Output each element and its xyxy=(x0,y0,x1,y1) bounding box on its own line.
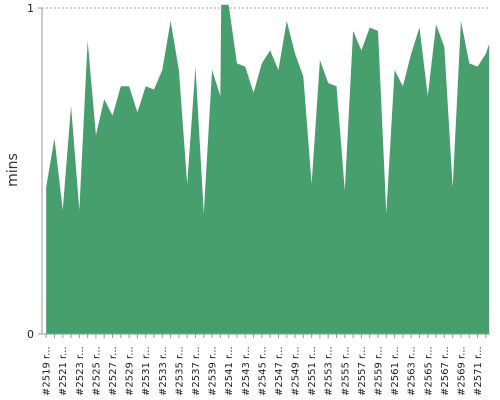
data-point xyxy=(252,92,254,94)
data-point xyxy=(302,75,304,77)
data-point xyxy=(62,209,64,211)
data-point xyxy=(219,95,221,97)
x-tick-label: #2545 r... xyxy=(257,346,268,396)
data-point xyxy=(402,85,404,87)
data-point xyxy=(86,39,88,41)
data-point xyxy=(460,20,462,22)
data-point xyxy=(277,69,279,71)
data-point xyxy=(203,212,205,214)
x-tick-label: #2519 r... xyxy=(42,346,53,396)
data-point xyxy=(488,43,490,45)
data-point xyxy=(120,85,122,87)
x-axis-ticks: #2519 r... #2521 r... #2523 r... #2525 r...… xyxy=(42,334,487,396)
area-layer xyxy=(46,4,490,335)
x-tick-label: #2535 r... xyxy=(174,346,185,396)
y-tick-label: 0 xyxy=(27,328,34,341)
data-point xyxy=(244,65,246,67)
x-tick-label: #2523 r... xyxy=(75,346,86,396)
data-point xyxy=(194,65,196,67)
data-point xyxy=(136,111,138,113)
data-point xyxy=(269,49,271,51)
data-point xyxy=(286,20,288,22)
data-point xyxy=(327,82,329,84)
x-tick-label: #2539 r... xyxy=(208,346,219,396)
data-point xyxy=(369,26,371,28)
data-point xyxy=(45,186,47,188)
x-tick-label: #2533 r... xyxy=(158,346,169,396)
x-tick-label: #2557 r... xyxy=(357,346,368,396)
data-point xyxy=(418,26,420,28)
data-point xyxy=(95,134,97,136)
data-point xyxy=(161,69,163,71)
data-point xyxy=(485,52,487,54)
data-point xyxy=(335,85,337,87)
x-tick-label: #2537 r... xyxy=(191,346,202,396)
data-point xyxy=(103,98,105,100)
data-point xyxy=(360,49,362,51)
x-tick-label: #2553 r... xyxy=(324,346,335,396)
x-tick-label: #2559 r... xyxy=(374,346,385,396)
data-point xyxy=(377,30,379,32)
data-point xyxy=(153,88,155,90)
data-point xyxy=(476,65,478,67)
x-tick-label: #2571 r... xyxy=(473,346,484,396)
x-tick-label: #2527 r... xyxy=(108,346,119,396)
data-point xyxy=(236,62,238,64)
y-axis-title: mins xyxy=(5,153,21,187)
x-tick-label: #2531 r... xyxy=(141,346,152,396)
data-point xyxy=(211,69,213,71)
data-point xyxy=(310,183,312,185)
x-tick-label: #2565 r... xyxy=(423,346,434,396)
x-tick-label: #2525 r... xyxy=(91,346,102,396)
data-point xyxy=(261,62,263,64)
data-point xyxy=(78,209,80,211)
data-point xyxy=(145,85,147,87)
data-point xyxy=(186,183,188,185)
data-point xyxy=(468,62,470,64)
data-point xyxy=(294,52,296,54)
data-point xyxy=(385,212,387,214)
data-point xyxy=(352,30,354,32)
data-point xyxy=(128,85,130,87)
data-point xyxy=(451,186,453,188)
data-point xyxy=(111,114,113,116)
x-tick-label: #2563 r... xyxy=(407,346,418,396)
x-tick-label: #2555 r... xyxy=(340,346,351,396)
x-tick-label: #2543 r... xyxy=(241,346,252,396)
x-tick-label: #2541 r... xyxy=(224,346,235,396)
data-point xyxy=(435,23,437,25)
x-tick-label: #2569 r... xyxy=(456,346,467,396)
data-point xyxy=(410,52,412,54)
x-tick-label: #2547 r... xyxy=(274,346,285,396)
data-point xyxy=(169,20,171,22)
x-tick-label: #2561 r... xyxy=(390,346,401,396)
data-point xyxy=(344,189,346,191)
data-point xyxy=(393,69,395,71)
x-tick-label: #2549 r... xyxy=(291,346,302,396)
data-point xyxy=(227,4,229,6)
x-tick-label: #2567 r... xyxy=(440,346,451,396)
x-tick-label: #2529 r... xyxy=(125,346,136,396)
series-area xyxy=(46,4,490,335)
data-point xyxy=(443,46,445,48)
data-point xyxy=(70,105,72,107)
data-point xyxy=(220,4,222,6)
x-tick-label: #2521 r... xyxy=(58,346,69,396)
data-point xyxy=(53,137,55,139)
data-point xyxy=(319,59,321,61)
data-point xyxy=(178,69,180,71)
y-axis-ticks: 01 xyxy=(27,2,42,341)
x-tick-label: #2551 r... xyxy=(307,346,318,396)
y-tick-label: 1 xyxy=(27,2,34,15)
data-point xyxy=(427,95,429,97)
